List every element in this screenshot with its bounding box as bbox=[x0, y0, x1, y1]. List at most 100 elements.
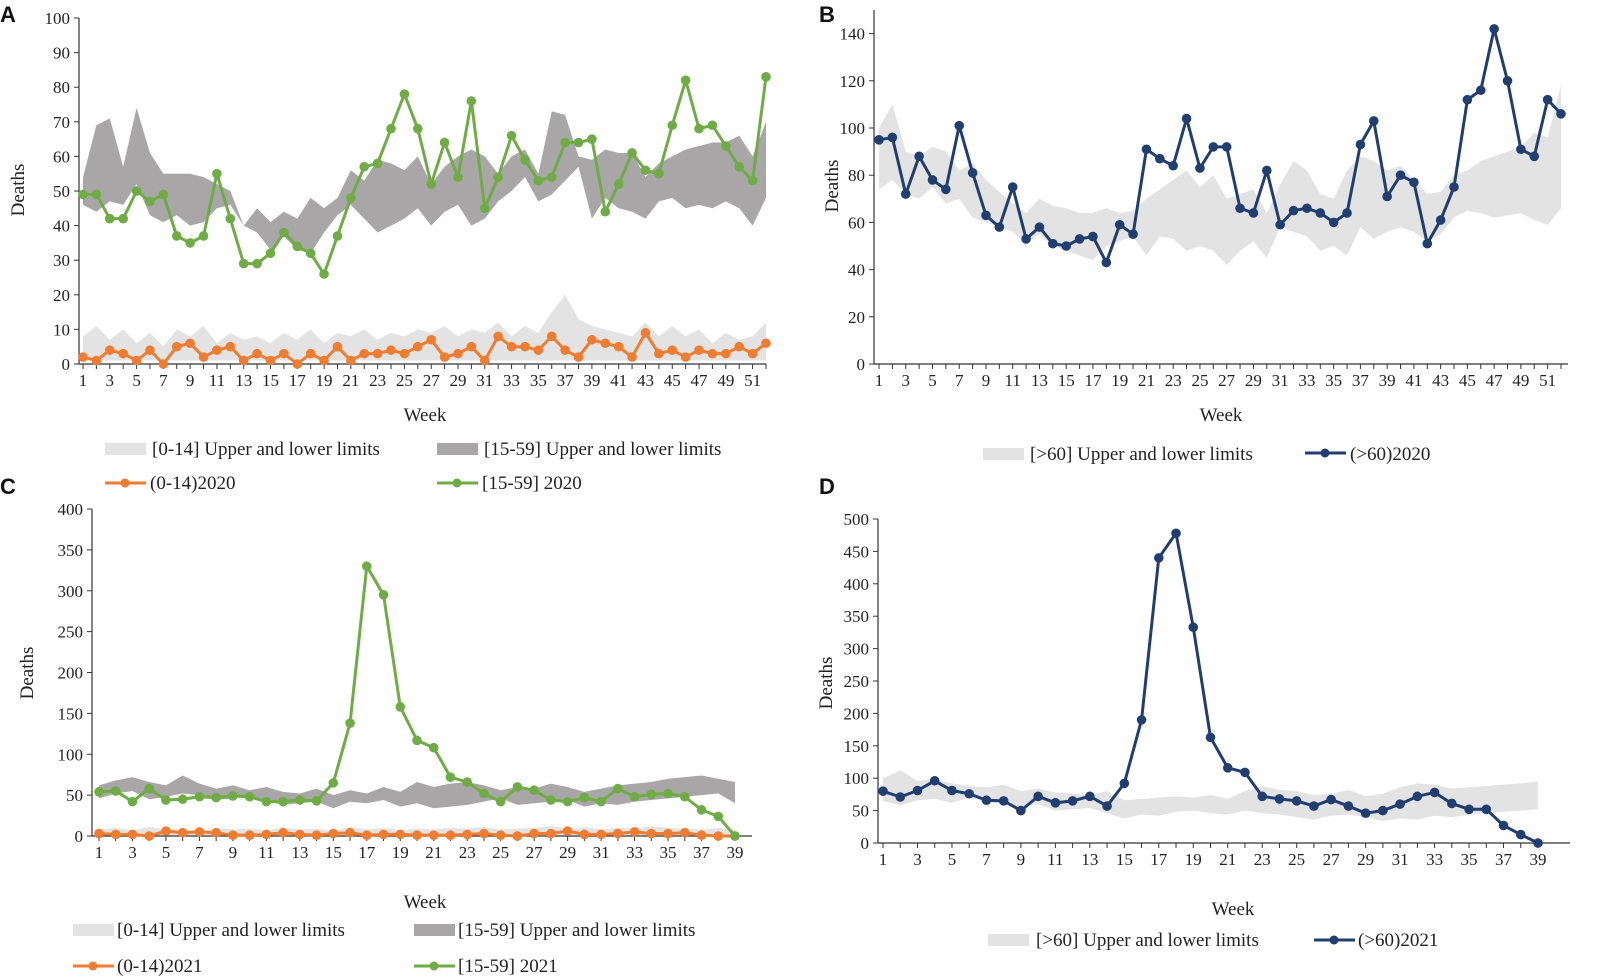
series-1-point bbox=[110, 786, 121, 796]
series-0-point bbox=[1171, 528, 1181, 539]
series-0-point bbox=[1021, 234, 1031, 244]
series-0-point bbox=[94, 828, 104, 839]
x-tick-label: 49 bbox=[717, 371, 734, 390]
series-0-point bbox=[78, 352, 88, 362]
series-1-point bbox=[104, 213, 115, 224]
series-0-point bbox=[874, 135, 884, 145]
series-0-point bbox=[1222, 763, 1233, 773]
series-0-point bbox=[1153, 553, 1164, 563]
series-1-point bbox=[395, 702, 406, 712]
series-0-point bbox=[319, 355, 329, 366]
series-0-point bbox=[679, 827, 690, 838]
series-0-point bbox=[1061, 241, 1072, 251]
x-tick-label: 23 bbox=[369, 371, 386, 390]
series-0-point bbox=[627, 352, 637, 362]
series-0-point bbox=[947, 785, 957, 796]
series-1-point bbox=[445, 772, 456, 782]
series-0-point bbox=[1016, 805, 1026, 816]
series-0-point bbox=[1382, 191, 1392, 202]
series-0-point bbox=[520, 341, 530, 352]
series-1-point bbox=[212, 168, 222, 179]
x-tick-label: 3 bbox=[106, 371, 115, 390]
series-1-point bbox=[560, 137, 570, 148]
x-tick-label: 39 bbox=[727, 843, 744, 862]
series-1-point bbox=[131, 186, 142, 196]
series-0-point bbox=[295, 829, 305, 840]
series-0-point bbox=[1240, 767, 1250, 778]
series-1-point bbox=[145, 196, 155, 207]
series-0-point bbox=[1429, 787, 1440, 798]
series-0-point bbox=[1447, 798, 1457, 809]
series-1-point bbox=[546, 172, 557, 182]
series-0-point bbox=[998, 796, 1009, 806]
series-1-point bbox=[345, 718, 355, 728]
series-0-point bbox=[629, 827, 640, 837]
panel-a-xlabel: Week bbox=[404, 405, 447, 426]
series-0-point bbox=[345, 827, 355, 838]
series-0-point bbox=[1155, 153, 1165, 164]
panel-c-xlabel: Week bbox=[404, 892, 447, 913]
series-0-point bbox=[1195, 163, 1205, 173]
y-tick-label: 100 bbox=[840, 119, 866, 138]
x-tick-label: 5 bbox=[948, 850, 957, 869]
series-0-point bbox=[546, 828, 556, 839]
y-tick-label: 60 bbox=[53, 147, 70, 166]
legend-label-band-0-14: [0-14] Upper and lower limits bbox=[152, 439, 380, 460]
legend-swatch-band-15-59 bbox=[437, 443, 478, 455]
x-tick-label: 31 bbox=[593, 843, 610, 862]
series-0-point bbox=[1168, 160, 1178, 171]
series-1-point bbox=[679, 791, 690, 802]
series-1-point bbox=[177, 794, 188, 805]
series-0-point bbox=[914, 151, 924, 162]
series-0-point bbox=[941, 184, 951, 195]
x-tick-label: 1 bbox=[875, 371, 884, 390]
x-tick-label: 51 bbox=[1539, 371, 1556, 390]
series-0-point bbox=[1464, 804, 1474, 815]
series-0-point bbox=[198, 352, 209, 362]
x-tick-label: 11 bbox=[1047, 850, 1063, 869]
series-1-point bbox=[428, 742, 439, 753]
series-0-point bbox=[680, 352, 691, 362]
panel-d-letter: D bbox=[819, 474, 835, 499]
legend-marker-60-2020 bbox=[1320, 448, 1330, 458]
y-tick-label: 200 bbox=[58, 664, 84, 683]
series-0-point bbox=[104, 345, 115, 355]
series-0-point bbox=[265, 355, 276, 366]
x-tick-label: 37 bbox=[1352, 371, 1370, 390]
series-0-point bbox=[145, 345, 155, 355]
x-tick-label: 5 bbox=[928, 371, 937, 390]
series-0-point bbox=[579, 829, 590, 840]
series-0-point bbox=[1302, 203, 1312, 214]
series-0-point bbox=[252, 348, 262, 359]
series-1-point bbox=[640, 165, 651, 176]
legend-label-band-15-59-2021: [15-59] Upper and lower limits bbox=[458, 920, 695, 941]
series-1-point bbox=[466, 96, 477, 106]
series-0-point bbox=[346, 355, 356, 366]
series-1-point bbox=[654, 168, 664, 179]
series-0-point bbox=[395, 829, 406, 840]
series-0-point bbox=[994, 222, 1005, 232]
series-0-point bbox=[479, 828, 489, 839]
series-1-point bbox=[261, 796, 272, 807]
series-0-point bbox=[462, 829, 473, 840]
series-0-point bbox=[1128, 229, 1138, 239]
series-1-point bbox=[319, 269, 329, 279]
series-1-point bbox=[399, 89, 410, 99]
y-tick-label: 0 bbox=[62, 355, 71, 374]
series-0-point bbox=[412, 830, 422, 840]
series-1-point bbox=[520, 155, 530, 165]
y-tick-label: 150 bbox=[58, 704, 84, 723]
series-0-point bbox=[1326, 794, 1336, 805]
series-0-point bbox=[694, 345, 704, 355]
y-tick-label: 100 bbox=[844, 769, 870, 788]
series-0-point bbox=[1328, 217, 1339, 228]
series-1-point bbox=[562, 796, 573, 807]
x-tick-label: 7 bbox=[982, 850, 991, 869]
x-tick-label: 11 bbox=[209, 371, 225, 390]
x-tick-label: 43 bbox=[1432, 371, 1449, 390]
series-0-point bbox=[600, 338, 611, 349]
series-0-point bbox=[1515, 829, 1526, 840]
x-tick-label: 13 bbox=[235, 371, 252, 390]
x-tick-label: 17 bbox=[358, 843, 376, 862]
